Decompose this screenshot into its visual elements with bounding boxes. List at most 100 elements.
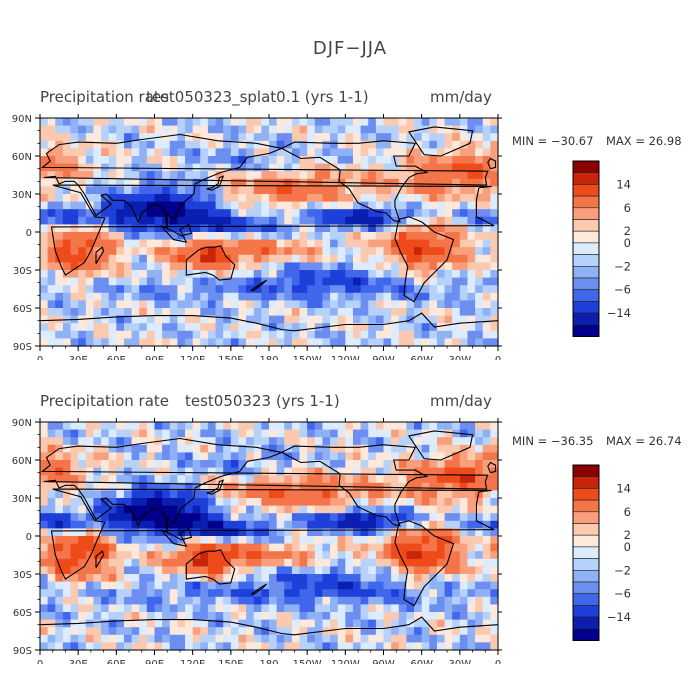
field-cell xyxy=(223,262,232,271)
field-cell xyxy=(269,338,278,347)
field-cell xyxy=(398,308,407,317)
field-cell xyxy=(47,338,56,347)
field-cell xyxy=(490,194,499,203)
field-cell xyxy=(185,460,194,469)
field-cell xyxy=(444,627,453,636)
field-cell xyxy=(490,581,499,590)
field-cell xyxy=(169,498,178,507)
field-cell xyxy=(284,467,293,476)
field-cell xyxy=(276,437,285,446)
field-cell xyxy=(314,475,324,484)
field-cell xyxy=(284,277,293,286)
x-tick-label: 90W xyxy=(372,355,395,360)
field-cell xyxy=(360,148,369,157)
field-cell xyxy=(101,460,110,469)
field-cell xyxy=(207,338,217,347)
field-cell xyxy=(421,315,430,324)
field-cell xyxy=(162,429,171,438)
field-cell xyxy=(253,596,262,605)
field-cell xyxy=(101,186,110,195)
field-cell xyxy=(116,482,125,491)
field-cell xyxy=(436,513,446,522)
field-cell xyxy=(352,490,362,499)
field-cell xyxy=(307,194,316,203)
field-cell xyxy=(330,201,339,210)
field-cell xyxy=(253,308,262,317)
field-cell xyxy=(414,581,423,590)
field-cell xyxy=(421,300,430,309)
field-cell xyxy=(444,612,453,621)
field-cell xyxy=(269,209,278,218)
field-cell xyxy=(85,140,95,149)
field-cell xyxy=(62,308,72,317)
field-cell xyxy=(70,422,79,431)
x-tick-label: 0 xyxy=(495,355,501,360)
field-cell xyxy=(47,513,56,522)
field-cell xyxy=(246,247,255,256)
field-cell xyxy=(391,475,400,484)
field-cell xyxy=(230,186,240,195)
field-cell xyxy=(146,619,156,628)
field-cell xyxy=(169,186,178,195)
field-cell xyxy=(207,330,217,339)
field-cell xyxy=(475,125,484,134)
field-cell xyxy=(421,140,430,149)
field-cell xyxy=(429,581,438,590)
y-tick-label: 30N xyxy=(12,494,32,505)
field-cell xyxy=(444,308,453,317)
field-cell xyxy=(108,140,117,149)
field-cell xyxy=(414,460,423,469)
field-cell xyxy=(40,475,49,484)
field-cell xyxy=(177,437,186,446)
field-cell xyxy=(307,186,316,195)
field-cell xyxy=(253,118,262,127)
field-cell xyxy=(177,171,186,180)
field-cell xyxy=(375,224,385,233)
field-cell xyxy=(40,201,49,210)
field-cell xyxy=(375,574,385,583)
field-cell xyxy=(146,118,156,127)
field-cell xyxy=(291,140,301,149)
coastline xyxy=(95,550,105,568)
field-cell xyxy=(139,429,148,438)
field-cell xyxy=(429,232,438,241)
field-cell xyxy=(482,201,491,210)
field-cell xyxy=(123,118,133,127)
field-cell xyxy=(284,536,293,545)
field-cell xyxy=(291,330,301,339)
field-cell xyxy=(314,254,324,263)
field-cell xyxy=(337,292,346,301)
field-cell xyxy=(101,520,110,529)
field-cell xyxy=(139,308,148,317)
field-cell xyxy=(139,156,148,165)
field-cell xyxy=(299,209,308,218)
field-cell xyxy=(93,422,102,431)
field-cell xyxy=(261,232,270,241)
field-cell xyxy=(414,178,423,187)
field-cell xyxy=(55,505,64,514)
field-cell xyxy=(85,292,95,301)
field-cell xyxy=(154,634,163,643)
field-cell xyxy=(284,323,293,332)
field-cell xyxy=(238,171,247,180)
field-cell xyxy=(246,323,255,332)
field-cell xyxy=(444,285,453,294)
field-cell xyxy=(414,634,423,643)
field-cell xyxy=(62,216,72,225)
field-cell xyxy=(291,551,301,560)
field-cell xyxy=(490,254,499,263)
field-cell xyxy=(123,482,133,491)
field-cell xyxy=(200,437,209,446)
field-cell xyxy=(223,520,232,529)
field-cell xyxy=(291,429,301,438)
field-cell xyxy=(70,118,79,127)
field-cell xyxy=(85,490,95,499)
field-cell xyxy=(330,323,339,332)
field-cell xyxy=(490,612,499,621)
field-cell xyxy=(429,422,438,431)
field-cell xyxy=(146,224,156,233)
field-cell xyxy=(398,574,407,583)
field-cell xyxy=(192,194,201,203)
field-cell xyxy=(391,558,400,567)
field-cell xyxy=(322,125,331,134)
